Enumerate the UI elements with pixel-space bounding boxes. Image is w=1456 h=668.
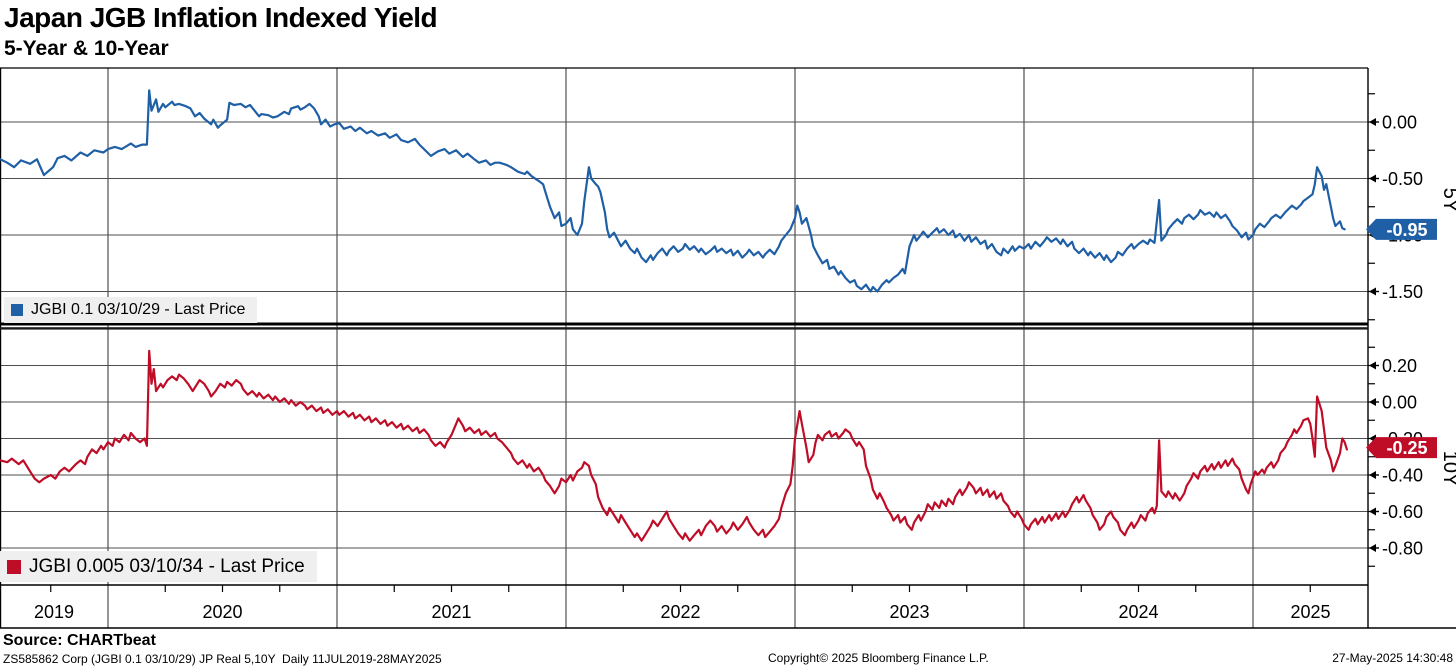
timestamp-text: 27-May-2025 14:30:48: [1332, 651, 1453, 665]
series-line-5y: [0, 89, 1346, 293]
legend-10y-label: JGBI 0.005 03/10/34 - Last Price: [29, 555, 305, 577]
y-tick-label: -0.50: [1382, 169, 1423, 189]
legend-10y-swatch: [7, 559, 21, 574]
y-major-tick-arrow: [1369, 471, 1376, 479]
x-tick-label: 2025: [1290, 602, 1330, 622]
copyright-text: Copyright© 2025 Bloomberg Finance L.P.: [768, 651, 989, 665]
y-tick-label: 0.00: [1382, 113, 1417, 133]
source-label: Source: CHARTbeat: [3, 632, 156, 649]
last-price-value-10y: -0.25: [1386, 438, 1427, 458]
x-tick-label: 2019: [34, 602, 74, 622]
y-tick-label: -1.50: [1382, 282, 1423, 302]
y-major-tick-arrow: [1369, 174, 1376, 183]
x-tick-label: 2022: [660, 602, 700, 622]
series-line-10y: [0, 349, 1349, 542]
y-tick-label: 0.20: [1382, 356, 1417, 376]
y-major-tick-arrow: [1369, 287, 1376, 296]
x-tick-label: 2023: [889, 602, 929, 622]
y-major-tick-arrow: [1369, 118, 1376, 126]
x-tick-label: 2021: [431, 602, 471, 622]
last-price-badge-5y: [1366, 218, 1437, 240]
x-tick-label: 2020: [202, 602, 242, 622]
y-tick-label: -0.40: [1382, 466, 1423, 486]
x-tick-label: 2024: [1118, 602, 1158, 622]
y-tick-label: 0.00: [1382, 393, 1417, 413]
legend-5y-label: JGBI 0.1 03/10/29 - Last Price: [31, 301, 246, 318]
y-major-tick-arrow: [1369, 361, 1376, 370]
y-major-tick-arrow: [1369, 507, 1376, 516]
y-axis-title-10y: 10Y: [1439, 451, 1456, 487]
page-subtitle: 5-Year & 10-Year: [4, 37, 169, 60]
legend-5y-swatch: [11, 304, 23, 316]
panel-divider: [0, 327, 1368, 330]
last-price-value-5y: -0.95: [1386, 220, 1427, 240]
y-tick-label: -0.80: [1382, 539, 1423, 559]
chart-meta-line: ZS585862 Corp (JGBI 0.1 03/10/29) JP Rea…: [3, 652, 442, 666]
legend-10y[interactable]: JGBI 0.005 03/10/34 - Last Price: [0, 551, 317, 582]
y-axis-title-5y: 5Y: [1439, 188, 1456, 212]
y-major-tick-arrow: [1369, 544, 1376, 552]
y-tick-label: -0.60: [1382, 502, 1423, 522]
panel-divider: [0, 322, 1368, 326]
page-title: Japan JGB Inflation Indexed Yield: [4, 2, 438, 33]
last-price-badge-10y: [1366, 437, 1437, 459]
legend-5y[interactable]: JGBI 0.1 03/10/29 - Last Price: [4, 297, 258, 323]
y-major-tick-arrow: [1369, 398, 1376, 406]
